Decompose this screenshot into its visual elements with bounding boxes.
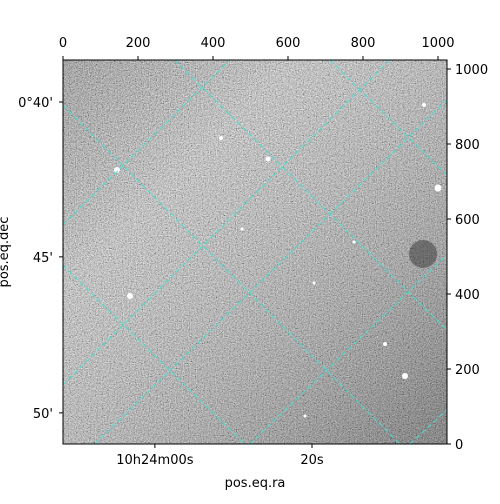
x-tick-label: 800 <box>351 36 376 51</box>
dec-tick-label: 45' <box>33 251 53 266</box>
y-tick-label: 800 <box>455 138 480 153</box>
ra-tick-label: 20s <box>300 453 324 468</box>
x-tick-label: 400 <box>201 36 226 51</box>
axes-frame <box>62 59 448 445</box>
y-tick-label: 1000 <box>455 63 488 78</box>
x-axis-label: pos.eq.ra <box>225 476 286 491</box>
image <box>63 60 447 444</box>
y-tick-label: 200 <box>455 363 480 378</box>
dec-tick-label: 50' <box>33 407 53 422</box>
y-tick-label: 600 <box>455 213 480 228</box>
x-tick-label: 200 <box>126 36 151 51</box>
y-axis-label: pos.eq.dec <box>0 217 12 288</box>
y-tick-label: 400 <box>455 288 480 303</box>
x-tick-label: 0 <box>59 36 67 51</box>
coordinate-grid <box>63 60 447 444</box>
x-tick-label: 1000 <box>421 36 454 51</box>
ra-tick-label: 10h24m00s <box>116 453 194 468</box>
dec-tick-label: 0°40' <box>18 96 53 111</box>
x-tick-label: 600 <box>276 36 301 51</box>
y-tick-label: 0 <box>455 438 463 453</box>
